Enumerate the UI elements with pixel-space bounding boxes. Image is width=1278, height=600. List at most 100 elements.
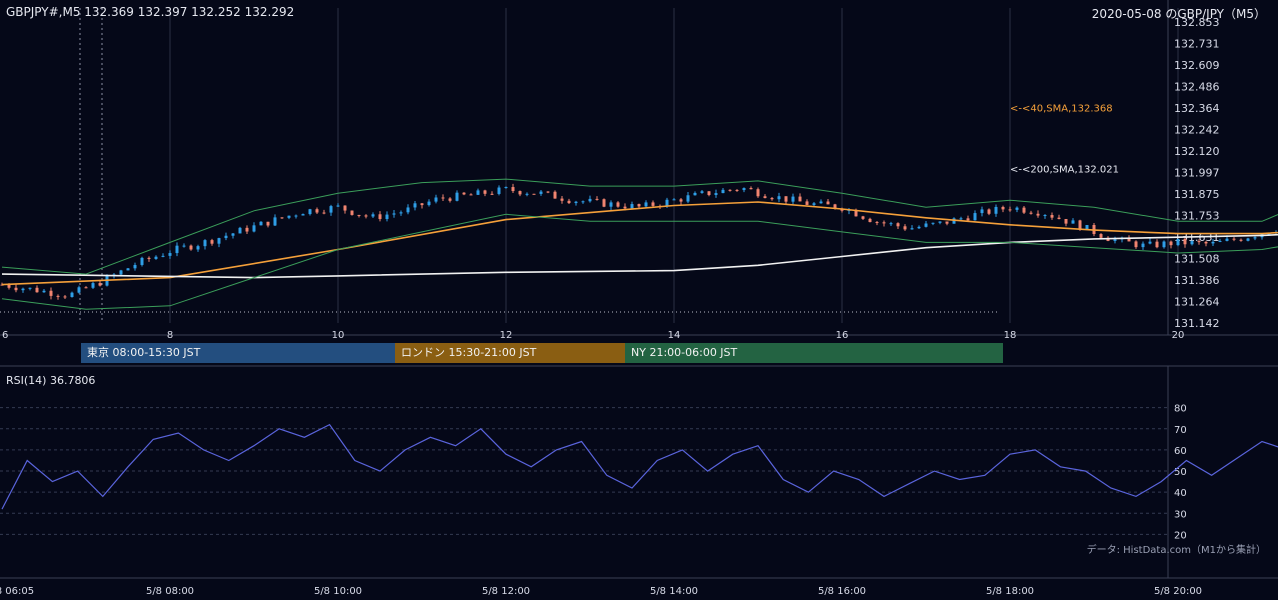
rsi-tick-label: 80 <box>1174 404 1187 415</box>
candle-body <box>189 245 193 250</box>
candle-body <box>623 206 627 209</box>
candle-body <box>826 201 830 205</box>
candle-body <box>1197 241 1201 243</box>
candle-body <box>301 214 305 216</box>
candle-body <box>637 204 641 207</box>
candle-body <box>343 205 347 211</box>
price-tick-label: 132.364 <box>1174 102 1220 115</box>
candle-body <box>210 240 214 244</box>
candle-body <box>1183 238 1187 245</box>
time-tick-label: 5/8 20:00 <box>1154 586 1202 597</box>
price-tick-label: 132.609 <box>1174 59 1220 72</box>
price-tick-label: 132.486 <box>1174 81 1220 94</box>
candle-body <box>721 189 725 194</box>
candle-body <box>1169 241 1173 246</box>
candle-body <box>315 209 319 213</box>
candle-body <box>700 191 704 193</box>
candle-body <box>1218 240 1222 242</box>
time-tick-label: 5/8 08:00 <box>146 586 194 597</box>
candle-body <box>1043 215 1047 217</box>
candle-body <box>602 199 606 207</box>
candle-body <box>959 218 963 220</box>
candle-body <box>1141 243 1145 248</box>
price-tick-label: 131.875 <box>1174 188 1220 201</box>
price-x-tick-label: 8 <box>167 330 173 341</box>
candle-body <box>1078 220 1082 230</box>
candle-body <box>1085 224 1089 230</box>
candle-body <box>882 222 886 224</box>
candle-body <box>217 238 221 244</box>
time-tick-label: 5/8 06:05 <box>0 586 34 597</box>
candle-body <box>595 198 599 200</box>
time-tick-label: 5/8 16:00 <box>818 586 866 597</box>
candle-body <box>819 201 823 204</box>
candle-body <box>1099 234 1103 238</box>
price-tick-label: 131.753 <box>1174 210 1220 223</box>
candle-body <box>308 209 312 215</box>
candle-body <box>707 191 711 195</box>
candle-body <box>1155 241 1159 248</box>
candle-body <box>28 287 32 289</box>
price-tick-label: 131.997 <box>1174 167 1220 180</box>
candle-body <box>483 190 487 194</box>
candle-body <box>455 192 459 201</box>
indicator-lines <box>1 178 1278 310</box>
candle-body <box>476 190 480 195</box>
candle-body <box>427 201 431 206</box>
candle-body <box>224 235 228 239</box>
rsi-tick-label: 70 <box>1174 425 1187 436</box>
candle-body <box>378 214 382 220</box>
series-line-bollinger-lower <box>1 213 1278 310</box>
time-tick-label: 5/8 14:00 <box>650 586 698 597</box>
price-x-tick-label: 14 <box>668 330 681 341</box>
candlestick-series <box>0 183 1278 300</box>
time-axis: 5/8 06:05 5/8 08:00 5/8 10:00 5/8 12:00 5/8 … <box>0 577 1278 597</box>
candle-body <box>532 193 536 195</box>
candle-body <box>462 192 466 195</box>
rsi-tick-label: 50 <box>1174 467 1187 478</box>
candle-body <box>1057 217 1061 219</box>
candle-body <box>735 189 739 191</box>
price-tick-label: 132.731 <box>1174 37 1220 50</box>
rsi-series <box>1 423 1278 510</box>
candle-body <box>1064 218 1068 224</box>
candle-body <box>238 227 242 234</box>
candle-body <box>798 196 802 202</box>
sma200-label: <-<200,SMA,132.021 <box>1010 164 1119 175</box>
candle-body <box>693 192 697 196</box>
candle-body <box>644 202 648 207</box>
session-london: ロンドン 15:30-21:00 JST <box>395 343 625 363</box>
candle-body <box>980 209 984 214</box>
candle-body <box>147 257 151 259</box>
time-tick-label: 5/8 10:00 <box>314 586 362 597</box>
chart-title: 2020-05-08 のGBP/JPY（M5） <box>1091 7 1266 21</box>
candle-body <box>1162 241 1166 248</box>
price-tick-label: 132.242 <box>1174 123 1220 136</box>
candle-body <box>581 201 585 203</box>
candle-body <box>63 296 67 298</box>
candle-body <box>805 201 809 205</box>
candle-body <box>714 193 718 195</box>
candle-body <box>168 253 172 256</box>
candle-body <box>1190 241 1194 245</box>
candle-body <box>945 221 949 224</box>
candle-body <box>966 218 970 221</box>
candle-body <box>1267 233 1271 235</box>
candle-body <box>1036 213 1040 216</box>
candle-body <box>1253 237 1257 239</box>
candle-body <box>756 189 760 197</box>
candle-body <box>511 187 515 192</box>
rsi-tick-label: 60 <box>1174 446 1187 457</box>
candle-body <box>777 196 781 200</box>
candle-body <box>560 198 564 201</box>
indicator-labels: <-<40,SMA,132.368 <-<200,SMA,132.021 <box>1010 103 1119 175</box>
candle-body <box>203 240 207 247</box>
candle-body <box>497 187 501 194</box>
candle-body <box>35 287 39 293</box>
price-grid <box>0 8 1179 323</box>
candle-body <box>154 256 158 259</box>
candle-body <box>126 268 130 271</box>
candle-body <box>287 215 291 218</box>
candle-body <box>861 216 865 219</box>
rsi-label: RSI(14) 36.7806 <box>6 374 96 387</box>
